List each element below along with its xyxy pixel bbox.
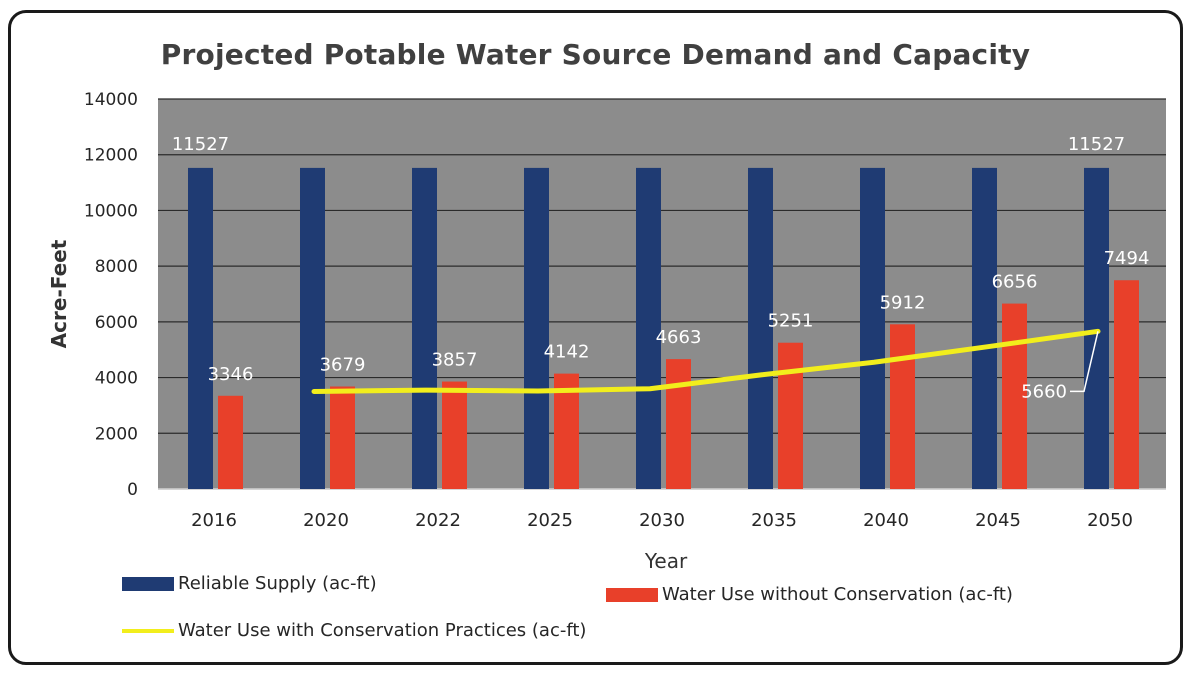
plot-area bbox=[158, 99, 1166, 489]
data-label-water-use-without-conservation: 6656 bbox=[992, 272, 1038, 293]
bar-reliable-supply bbox=[412, 167, 437, 489]
data-label-water-use-with-conservation: 5660 bbox=[1021, 381, 1067, 402]
x-tick-label: 2040 bbox=[863, 510, 909, 531]
y-tick-label: 10000 bbox=[84, 201, 138, 221]
y-tick-label: 6000 bbox=[95, 313, 138, 333]
bar-water-use-without-conservation bbox=[1114, 280, 1139, 489]
y-tick-label: 12000 bbox=[84, 146, 138, 166]
y-tick-label: 0 bbox=[127, 480, 138, 500]
y-tick-label: 4000 bbox=[95, 369, 138, 389]
bar-water-use-without-conservation bbox=[218, 395, 243, 489]
bar-reliable-supply bbox=[300, 167, 325, 489]
x-tick-label: 2020 bbox=[303, 510, 349, 531]
line-water-use-with-conservation bbox=[311, 328, 1101, 394]
bar-reliable-supply bbox=[860, 167, 885, 489]
leader-line bbox=[1070, 331, 1099, 393]
data-label-water-use-without-conservation: 4142 bbox=[544, 342, 590, 363]
legend-item-reliable-supply: Reliable Supply (ac-ft) bbox=[122, 573, 377, 594]
bar-reliable-supply bbox=[1084, 167, 1109, 489]
x-tick-label: 2030 bbox=[639, 510, 685, 531]
x-tick-label: 2045 bbox=[975, 510, 1021, 531]
legend-label-water-use-without-conservation: Water Use without Conservation (ac-ft) bbox=[662, 584, 1013, 605]
data-label-water-use-without-conservation: 4663 bbox=[656, 327, 702, 348]
data-label-reliable-supply: 11527 bbox=[1068, 134, 1125, 155]
bar-water-use-without-conservation bbox=[890, 324, 915, 489]
data-label-water-use-without-conservation: 3857 bbox=[432, 350, 478, 371]
data-label-water-use-without-conservation: 5912 bbox=[880, 292, 926, 313]
x-tick-label: 2016 bbox=[191, 510, 237, 531]
x-axis-title: Year bbox=[644, 549, 688, 573]
bar-water-use-without-conservation bbox=[778, 342, 803, 489]
chart-title: Projected Potable Water Source Demand an… bbox=[160, 38, 1031, 71]
bar-reliable-supply bbox=[748, 167, 773, 489]
legend-swatch-water-use-with-conservation bbox=[122, 628, 174, 633]
y-tick-label: 14000 bbox=[84, 90, 138, 110]
legend-label-water-use-with-conservation: Water Use with Conservation Practices (a… bbox=[178, 620, 587, 641]
data-label-water-use-without-conservation: 5251 bbox=[768, 311, 814, 332]
legend-swatch-reliable-supply bbox=[122, 576, 174, 591]
bar-water-use-without-conservation bbox=[666, 359, 691, 489]
legend-swatch-water-use-without-conservation bbox=[606, 587, 658, 602]
data-label-reliable-supply: 11527 bbox=[172, 134, 229, 155]
y-axis-title: Acre-Feet bbox=[47, 239, 71, 348]
bar-water-use-without-conservation bbox=[330, 386, 355, 489]
bar-reliable-supply bbox=[636, 167, 661, 489]
legend-label-reliable-supply: Reliable Supply (ac-ft) bbox=[178, 573, 377, 594]
data-label-water-use-without-conservation: 3346 bbox=[208, 364, 254, 385]
bar-reliable-supply bbox=[524, 167, 549, 489]
legend-item-water-use-with-conservation: Water Use with Conservation Practices (a… bbox=[122, 620, 586, 641]
y-tick-label: 2000 bbox=[95, 424, 138, 444]
data-label-water-use-without-conservation: 7494 bbox=[1104, 248, 1150, 269]
bar-water-use-without-conservation bbox=[442, 381, 467, 489]
bar-water-use-without-conservation bbox=[1002, 303, 1027, 489]
bar-reliable-supply bbox=[972, 167, 997, 489]
x-tick-label: 2022 bbox=[415, 510, 461, 531]
x-tick-label: 2035 bbox=[751, 510, 797, 531]
y-tick-label: 8000 bbox=[95, 257, 138, 277]
x-tick-label: 2025 bbox=[527, 510, 573, 531]
data-label-water-use-without-conservation: 3679 bbox=[320, 355, 366, 376]
bar-reliable-supply bbox=[188, 167, 213, 489]
legend-item-water-use-without-conservation: Water Use without Conservation (ac-ft) bbox=[606, 584, 1013, 605]
x-tick-label: 2050 bbox=[1087, 510, 1133, 531]
